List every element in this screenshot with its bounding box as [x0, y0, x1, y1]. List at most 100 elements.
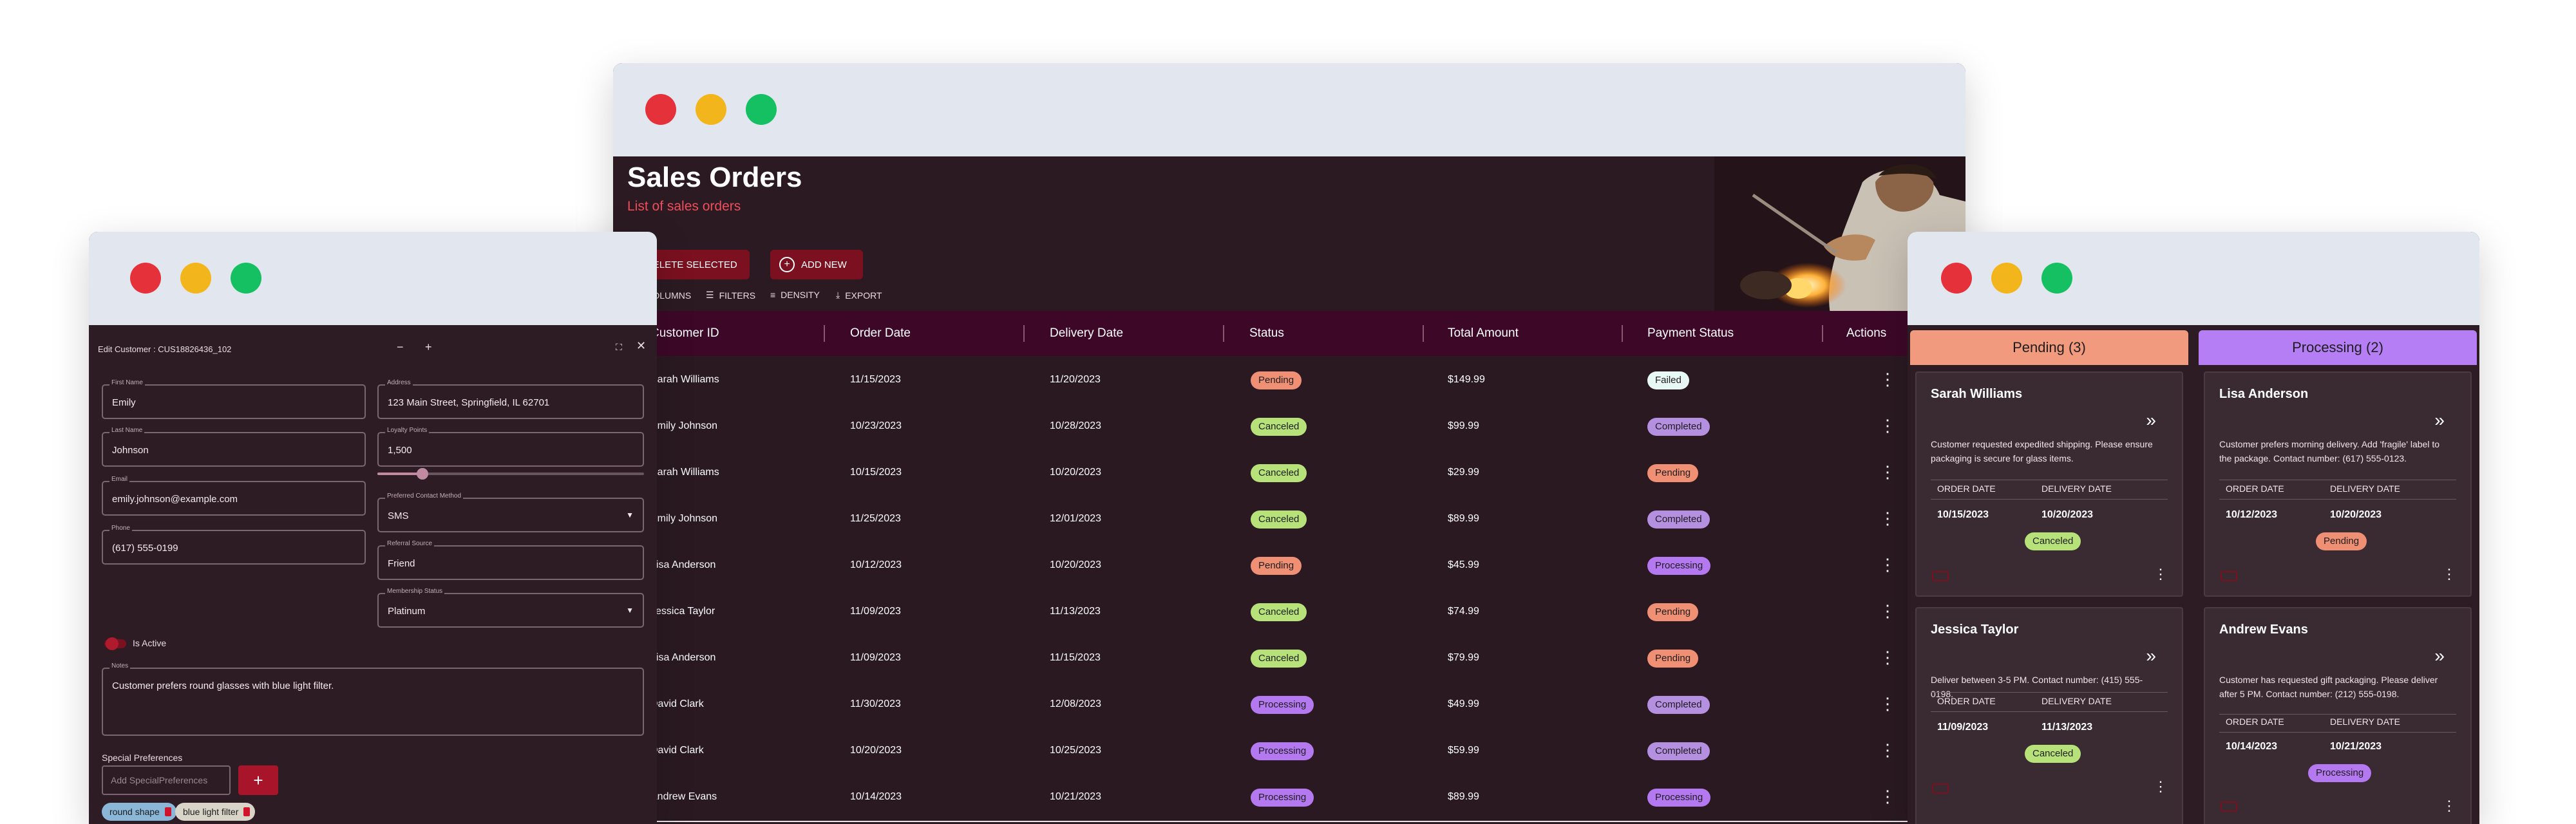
phone-field[interactable]: Phone (617) 555-0199	[102, 525, 366, 565]
close-dialog-icon[interactable]: ✕	[636, 339, 647, 352]
table-row[interactable]: Sarah Williams 10/15/2023 10/20/2023 Cancel…	[627, 450, 1965, 498]
status-badge: Canceled	[1251, 464, 1307, 482]
expand-chevron-icon[interactable]: »	[2146, 410, 2156, 430]
export-button[interactable]: ⤓ EXPORT	[836, 290, 882, 301]
status-badge: Canceled	[2025, 532, 2081, 550]
minimize-window-button[interactable]	[180, 263, 211, 294]
kanban-card[interactable]: Andrew Evans » Customer has requested gi…	[2204, 607, 2472, 824]
more-options-icon[interactable]: ⋮	[2154, 778, 2168, 794]
payment-status-badge: Failed	[1647, 371, 1689, 389]
payment-status-badge: Completed	[1647, 696, 1710, 714]
column-header-actions[interactable]: Actions	[1846, 326, 1887, 340]
maximize-window-button[interactable]	[2041, 263, 2072, 294]
slider-thumb[interactable]	[417, 468, 429, 480]
column-separator[interactable]	[1023, 325, 1025, 342]
total-amount-cell: $45.99	[1448, 559, 1479, 570]
row-actions-icon[interactable]: ⋮	[1879, 787, 1896, 806]
kanban-card[interactable]: Jessica Taylor » Deliver between 3-5 PM.…	[1915, 607, 2183, 824]
add-preference-button[interactable]: +	[238, 765, 278, 795]
status-badge: Canceled	[1251, 418, 1307, 436]
status-badge: Processing	[1251, 742, 1314, 760]
total-amount-cell: $74.99	[1448, 606, 1479, 617]
column-separator[interactable]	[1822, 325, 1823, 342]
column-separator[interactable]	[824, 325, 825, 342]
delivery-date-cell: 10/25/2023	[1050, 745, 1102, 756]
table-row[interactable]: Lisa Anderson 11/09/2023 11/15/2023 Cancele…	[627, 635, 1965, 683]
column-separator[interactable]	[1423, 325, 1424, 342]
fullscreen-icon[interactable]: ⛶	[616, 342, 622, 352]
column-header-status[interactable]: Status	[1249, 326, 1284, 340]
first-name-field[interactable]: First Name Emily	[102, 379, 366, 419]
total-amount-cell: $89.99	[1448, 513, 1479, 524]
table-row[interactable]: Lisa Anderson 10/12/2023 10/20/2023 Pending…	[627, 543, 1965, 590]
last-name-field[interactable]: Last Name Johnson	[102, 427, 366, 467]
kanban-card[interactable]: Sarah Williams » Customer requested expe…	[1915, 371, 2183, 597]
row-actions-icon[interactable]: ⋮	[1879, 370, 1896, 389]
table-row[interactable]: David Clark 11/30/2023 12/08/2023 Processin…	[627, 682, 1965, 729]
membership-status-select[interactable]: Membership Status Platinum ▼	[377, 588, 644, 628]
notes-field[interactable]: Notes Customer prefers round glasses wit…	[102, 662, 644, 736]
close-window-button[interactable]	[645, 94, 676, 125]
expand-chevron-icon[interactable]: »	[2434, 646, 2445, 666]
delete-card-icon[interactable]	[2221, 571, 2237, 581]
column-header-customer-id[interactable]: Customer ID	[650, 326, 719, 340]
row-actions-icon[interactable]: ⋮	[1879, 416, 1896, 435]
column-separator[interactable]	[1223, 325, 1224, 342]
column-header-total-amount[interactable]: Total Amount	[1448, 326, 1519, 340]
table-row[interactable]: Emily Johnson 11/25/2023 12/01/2023 Cancele…	[627, 496, 1965, 544]
more-options-icon[interactable]: ⋮	[2154, 566, 2168, 582]
row-actions-icon[interactable]: ⋮	[1879, 648, 1896, 667]
density-button[interactable]: ≡ DENSITY	[770, 290, 820, 300]
loyalty-points-slider[interactable]	[377, 468, 644, 480]
close-window-button[interactable]	[130, 263, 161, 294]
filters-button[interactable]: ☰ FILTERS	[706, 290, 756, 301]
add-new-button[interactable]: + ADD NEW	[770, 250, 863, 279]
minimize-window-button[interactable]	[1991, 263, 2022, 294]
delete-chip-icon[interactable]	[243, 807, 251, 816]
more-options-icon[interactable]: ⋮	[2442, 798, 2456, 814]
customer-id-cell: Sarah Williams	[650, 374, 719, 385]
table-row[interactable]: Andrew Evans 10/14/2023 10/21/2023 Processi…	[627, 774, 1965, 822]
maximize-window-button[interactable]	[231, 263, 261, 294]
delete-card-icon[interactable]	[1932, 783, 1949, 794]
column-separator[interactable]	[1622, 325, 1623, 342]
row-actions-icon[interactable]: ⋮	[1879, 601, 1896, 621]
loyalty-points-field[interactable]: Loyalty Points 1,500	[377, 427, 644, 467]
table-row[interactable]: Jessica Taylor 11/09/2023 11/13/2023 Cancel…	[627, 589, 1965, 637]
more-options-icon[interactable]: ⋮	[2442, 566, 2456, 582]
row-actions-icon[interactable]: ⋮	[1879, 740, 1896, 760]
delete-card-icon[interactable]	[2221, 801, 2237, 812]
special-preferences-input[interactable]: Add SpecialPreferences	[102, 765, 231, 795]
delete-chip-icon[interactable]	[164, 807, 171, 816]
row-actions-icon[interactable]: ⋮	[1879, 555, 1896, 574]
status-badge: Canceled	[1251, 603, 1307, 621]
table-row[interactable]: David Clark 10/20/2023 10/25/2023 Processin…	[627, 728, 1965, 776]
kanban-card[interactable]: Lisa Anderson » Customer prefers morning…	[2204, 371, 2472, 597]
customer-id-cell: David Clark	[650, 698, 704, 709]
is-active-toggle[interactable]	[104, 637, 126, 650]
email-field[interactable]: Email emily.johnson@example.com	[102, 476, 366, 516]
window-titlebar	[89, 232, 657, 325]
row-actions-icon[interactable]: ⋮	[1879, 694, 1896, 713]
preferred-contact-select[interactable]: Preferred Contact Method SMS ▼	[377, 492, 644, 532]
expand-chevron-icon[interactable]: »	[2146, 646, 2156, 666]
address-field[interactable]: Address 123 Main Street, Springfield, IL…	[377, 379, 644, 419]
row-actions-icon[interactable]: ⋮	[1879, 509, 1896, 528]
minimize-dialog-button[interactable]: −	[397, 341, 404, 353]
column-header-delivery-date[interactable]: Delivery Date	[1050, 326, 1124, 340]
table-row[interactable]: Sarah Williams 11/15/2023 11/20/2023 Pendin…	[627, 357, 1965, 405]
total-amount-cell: $99.99	[1448, 420, 1479, 431]
row-actions-icon[interactable]: ⋮	[1879, 462, 1896, 482]
payment-status-badge: Completed	[1647, 742, 1710, 760]
expand-dialog-button[interactable]: +	[425, 341, 432, 353]
delete-card-icon[interactable]	[1932, 571, 1949, 581]
expand-chevron-icon[interactable]: »	[2434, 410, 2445, 430]
maximize-window-button[interactable]	[746, 94, 777, 125]
delivery-date-cell: 11/20/2023	[1050, 374, 1101, 385]
referral-source-field[interactable]: Referral Source Friend	[377, 540, 644, 580]
table-row[interactable]: Emily Johnson 10/23/2023 10/28/2023 Cancele…	[627, 404, 1965, 451]
column-header-payment-status[interactable]: Payment Status	[1647, 326, 1734, 340]
close-window-button[interactable]	[1941, 263, 1972, 294]
column-header-order-date[interactable]: Order Date	[850, 326, 911, 340]
minimize-window-button[interactable]	[696, 94, 726, 125]
